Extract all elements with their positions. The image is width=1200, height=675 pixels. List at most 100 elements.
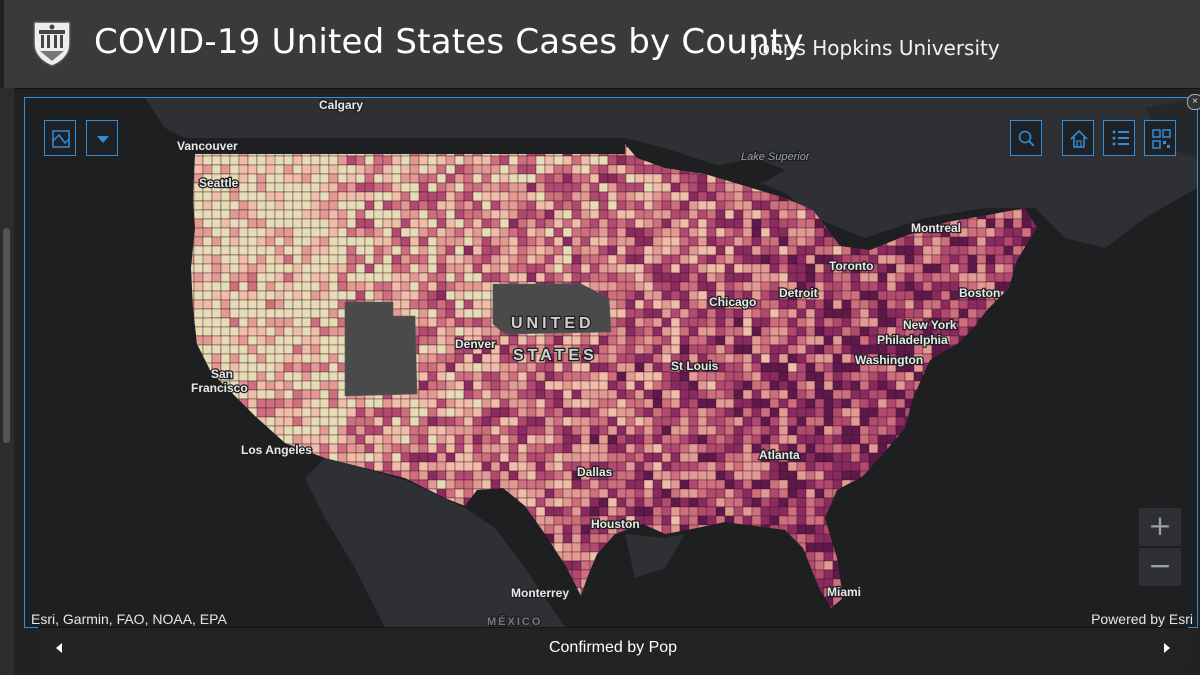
county-cell[interactable] [598, 263, 609, 274]
county-cell[interactable] [778, 389, 789, 400]
county-cell[interactable] [571, 389, 582, 400]
county-cell[interactable] [445, 245, 456, 256]
county-cell[interactable] [643, 245, 654, 256]
county-cell[interactable] [796, 362, 807, 373]
county-cell[interactable] [490, 461, 501, 472]
county-cell[interactable] [877, 272, 888, 283]
county-cell[interactable] [805, 425, 816, 436]
county-cell[interactable] [382, 398, 393, 409]
county-cell[interactable] [607, 497, 618, 508]
county-cell[interactable] [796, 353, 807, 364]
county-cell[interactable] [463, 254, 474, 265]
county-cell[interactable] [589, 479, 600, 490]
county-cell[interactable] [679, 416, 690, 427]
county-cell[interactable] [445, 254, 456, 265]
county-cell[interactable] [589, 335, 600, 346]
county-cell[interactable] [958, 272, 969, 283]
county-cell[interactable] [679, 209, 690, 220]
county-cell[interactable] [346, 434, 357, 445]
county-cell[interactable] [769, 200, 780, 211]
county-cell[interactable] [751, 236, 762, 247]
county-cell[interactable] [706, 209, 717, 220]
county-cell[interactable] [715, 443, 726, 454]
county-cell[interactable] [490, 218, 501, 229]
county-cell[interactable] [607, 236, 618, 247]
county-cell[interactable] [418, 389, 429, 400]
county-cell[interactable] [769, 515, 780, 526]
county-cell[interactable] [301, 281, 312, 292]
county-cell[interactable] [715, 398, 726, 409]
county-cell[interactable] [661, 470, 672, 481]
county-cell[interactable] [661, 317, 672, 328]
county-cell[interactable] [679, 425, 690, 436]
county-cell[interactable] [499, 389, 510, 400]
county-cell[interactable] [508, 398, 519, 409]
county-cell[interactable] [724, 425, 735, 436]
county-cell[interactable] [778, 245, 789, 256]
county-cell[interactable] [274, 335, 285, 346]
county-cell[interactable] [310, 362, 321, 373]
county-cell[interactable] [1003, 245, 1014, 256]
county-cell[interactable] [832, 272, 843, 283]
county-cell[interactable] [301, 362, 312, 373]
county-cell[interactable] [490, 155, 501, 166]
county-cell[interactable] [445, 398, 456, 409]
county-cell[interactable] [823, 389, 834, 400]
county-cell[interactable] [814, 551, 825, 562]
county-cell[interactable] [274, 362, 285, 373]
county-cell[interactable] [481, 461, 492, 472]
county-cell[interactable] [526, 173, 537, 184]
county-cell[interactable] [778, 263, 789, 274]
county-cell[interactable] [364, 434, 375, 445]
county-cell[interactable] [589, 407, 600, 418]
county-cell[interactable] [607, 353, 618, 364]
county-cell[interactable] [904, 380, 915, 391]
county-cell[interactable] [958, 326, 969, 337]
county-cell[interactable] [562, 245, 573, 256]
county-cell[interactable] [751, 497, 762, 508]
county-cell[interactable] [319, 389, 330, 400]
county-cell[interactable] [427, 470, 438, 481]
county-cell[interactable] [472, 443, 483, 454]
county-cell[interactable] [463, 200, 474, 211]
county-cell[interactable] [445, 290, 456, 301]
choropleth-map[interactable]: Calgary Vancouver Seattle Lake Superior … [25, 98, 1197, 627]
county-cell[interactable] [292, 290, 303, 301]
county-cell[interactable] [742, 344, 753, 355]
county-cell[interactable] [490, 398, 501, 409]
county-cell[interactable] [418, 164, 429, 175]
county-cell[interactable] [328, 317, 339, 328]
county-cell[interactable] [742, 470, 753, 481]
county-cell[interactable] [832, 326, 843, 337]
county-cell[interactable] [238, 218, 249, 229]
county-cell[interactable] [562, 254, 573, 265]
county-cell[interactable] [364, 290, 375, 301]
county-cell[interactable] [427, 182, 438, 193]
county-cell[interactable] [481, 434, 492, 445]
county-cell[interactable] [616, 263, 627, 274]
county-cell[interactable] [454, 155, 465, 166]
county-cell[interactable] [706, 497, 717, 508]
county-cell[interactable] [904, 245, 915, 256]
county-cell[interactable] [706, 263, 717, 274]
county-cell[interactable] [643, 461, 654, 472]
county-cell[interactable] [580, 200, 591, 211]
county-cell[interactable] [481, 191, 492, 202]
county-cell[interactable] [382, 227, 393, 238]
county-cell[interactable] [625, 164, 636, 175]
county-cell[interactable] [625, 425, 636, 436]
county-cell[interactable] [589, 191, 600, 202]
county-cell[interactable] [616, 245, 627, 256]
county-cell[interactable] [859, 416, 870, 427]
county-cell[interactable] [508, 335, 519, 346]
county-cell[interactable] [616, 461, 627, 472]
county-cell[interactable] [256, 236, 267, 247]
county-cell[interactable] [562, 155, 573, 166]
county-cell[interactable] [643, 308, 654, 319]
county-cell[interactable] [337, 200, 348, 211]
county-cell[interactable] [859, 317, 870, 328]
county-cell[interactable] [733, 245, 744, 256]
county-cell[interactable] [193, 191, 204, 202]
county-cell[interactable] [652, 407, 663, 418]
county-cell[interactable] [481, 164, 492, 175]
